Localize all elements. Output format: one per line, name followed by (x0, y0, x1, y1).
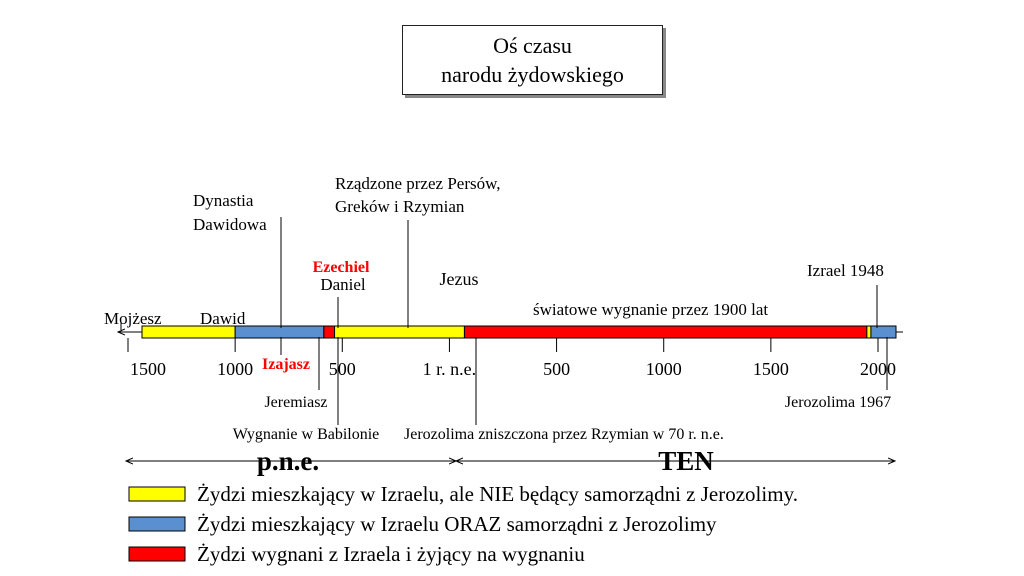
legend: Żydzi mieszkający w Izraelu, ale NIE będ… (128, 482, 798, 566)
label-rzadzone-1: Rządzone przez Persów, (335, 174, 501, 193)
bar-segment-blue (234, 325, 325, 339)
tick-label: 500 (329, 359, 356, 379)
tick-label: 1000 (217, 359, 253, 379)
label-dynastia-1: Dynastia (193, 191, 254, 210)
tick-label: 500 (543, 359, 570, 379)
label-jerozolima-70: Jerozolima zniszczona przez Rzymian w 70… (404, 426, 724, 443)
tick-label: 1 r. n.e. (423, 359, 477, 379)
label-dynastia-2: Dawidowa (193, 215, 267, 234)
legend-swatch-yellow (128, 486, 186, 502)
legend-text: Żydzi mieszkający w Izraelu ORAZ samorzą… (197, 512, 717, 536)
label-ezechiel: Ezechiel (313, 259, 370, 276)
event-markers (120, 217, 888, 425)
label-jezus: Jezus (440, 269, 479, 289)
tick-label: 1500 (130, 359, 166, 379)
title-box: Oś czasu narodu żydowskiego (402, 25, 663, 95)
bar-segment-yellow (334, 325, 465, 339)
title-line-2: narodu żydowskiego (441, 62, 624, 87)
bar-segment-red (463, 325, 868, 339)
label-dawid: Dawid (200, 309, 246, 328)
bar-segment-blue (870, 325, 897, 339)
axis-ticks: 1500 1000 500 1 r. n.e. 500 1000 1500 2000 (127, 338, 896, 379)
legend-swatch-blue (128, 516, 186, 532)
tick-label: 1000 (646, 359, 682, 379)
label-jeremiasz: Jeremiasz (264, 394, 327, 411)
label-wygnanie-swiat: światowe wygnanie przez 1900 lat (533, 300, 768, 319)
label-wygnanie-babilon: Wygnanie w Babilonie (233, 426, 380, 443)
label-mojzesz: Mojżesz (104, 309, 162, 328)
label-izajasz: Izajasz (262, 356, 310, 373)
legend-swatch-red (128, 546, 186, 562)
legend-text: Żydzi wygnani z Izraela i żyjący na wygn… (197, 542, 585, 566)
label-daniel: Daniel (320, 275, 366, 294)
era-pne-label: p.n.e. (257, 446, 319, 476)
bar-segment-yellow (866, 325, 872, 339)
tick-label: 2000 (860, 359, 896, 379)
legend-text: Żydzi mieszkający w Izraelu, ale NIE będ… (197, 482, 798, 506)
title-line-1: Oś czasu (493, 33, 572, 58)
timeline-bar (141, 325, 897, 339)
bar-segment-red (323, 325, 336, 339)
label-rzadzone-2: Greków i Rzymian (335, 197, 465, 216)
era-ten-label: TEN (658, 446, 714, 476)
tick-label: 1500 (753, 359, 789, 379)
label-izrael-1948: Izrael 1948 (807, 261, 884, 280)
label-jerozolima-1967: Jerozolima 1967 (785, 394, 891, 411)
